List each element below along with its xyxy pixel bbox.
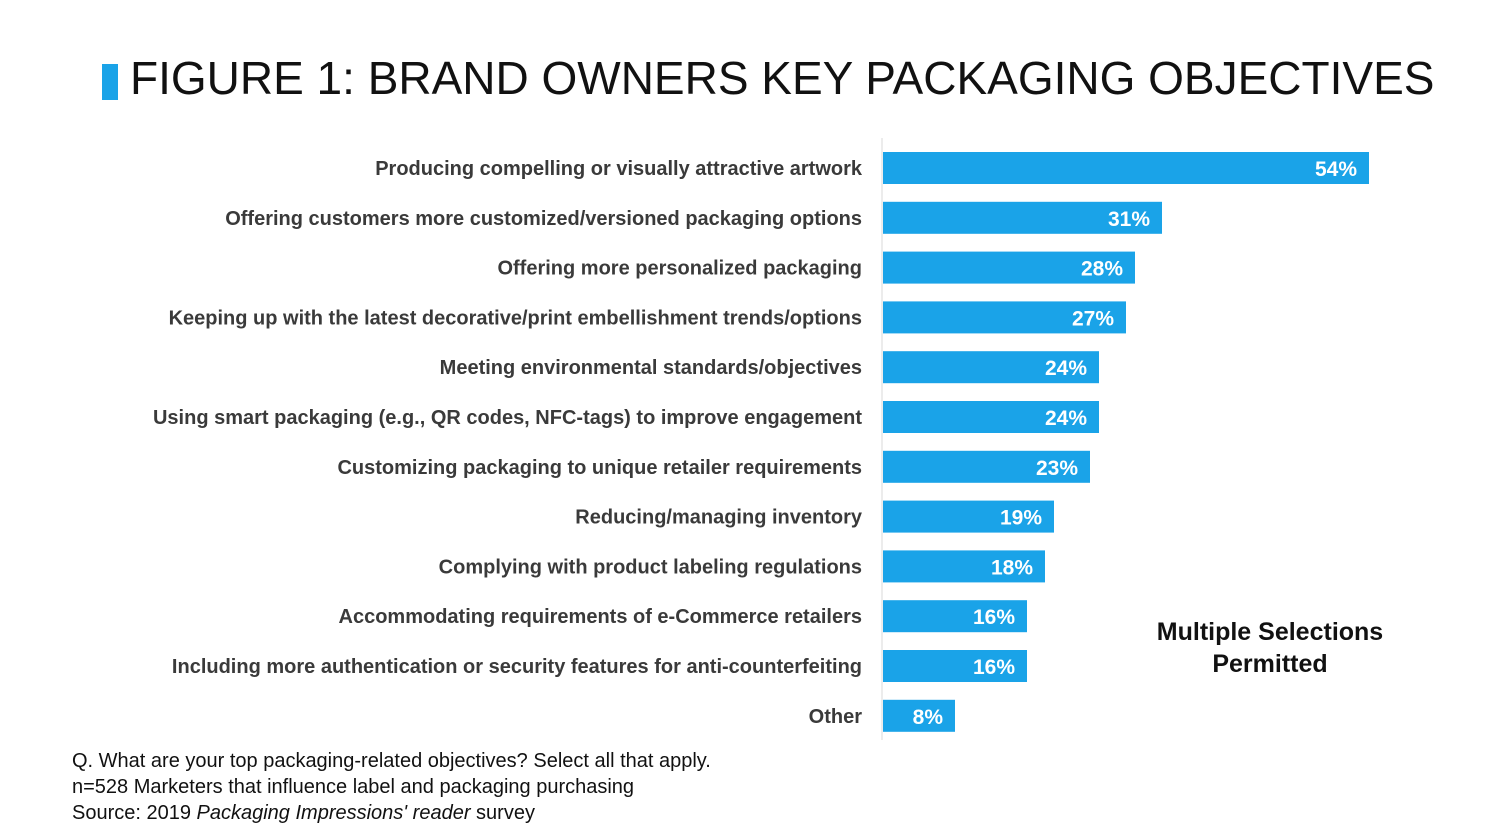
- bar: [883, 301, 1126, 334]
- category-label: Keeping up with the latest decorative/pr…: [169, 307, 862, 329]
- data-label: 8%: [913, 706, 944, 729]
- category-label: Other: [809, 706, 863, 728]
- data-label: 31%: [1108, 208, 1150, 231]
- data-label: 16%: [973, 606, 1015, 629]
- category-label: Offering customers more customized/versi…: [225, 208, 862, 230]
- category-label: Using smart packaging (e.g., QR codes, N…: [153, 407, 862, 429]
- survey-question: Q. What are your top packaging-related o…: [72, 750, 711, 772]
- note-line-1: Multiple Selections: [1156, 618, 1384, 646]
- bar: [883, 152, 1369, 184]
- bar-chart: Producing compelling or visually attract…: [153, 138, 1369, 740]
- bar: [883, 251, 1135, 284]
- source-line: Source: 2019 Packaging Impressions' read…: [72, 800, 972, 826]
- bar: [883, 550, 1045, 583]
- data-label: 54%: [1315, 158, 1357, 181]
- chart-footer: Q. What are your top packaging-related o…: [72, 748, 972, 826]
- title-marker: [102, 64, 118, 100]
- bar: [883, 500, 1054, 533]
- category-label: Including more authentication or securit…: [172, 656, 862, 678]
- data-label: 24%: [1045, 357, 1087, 380]
- source-suffix: survey: [470, 802, 535, 824]
- data-label: 16%: [973, 656, 1015, 679]
- data-label: 23%: [1036, 457, 1078, 480]
- sample-size: n=528 Marketers that influence label and…: [72, 776, 635, 798]
- bar: [883, 600, 1027, 633]
- category-label: Offering more personalized packaging: [497, 258, 862, 280]
- category-label: Reducing/managing inventory: [575, 507, 863, 529]
- data-label: 18%: [991, 556, 1033, 579]
- category-label: Complying with product labeling regulati…: [439, 556, 862, 578]
- data-label: 19%: [1000, 507, 1042, 530]
- source-publication: Packaging Impressions' reader: [196, 802, 471, 824]
- bar: [883, 699, 955, 732]
- bar: [883, 401, 1099, 433]
- data-label: 27%: [1072, 307, 1114, 330]
- bar: [883, 650, 1027, 682]
- bar: [883, 201, 1162, 234]
- category-label: Accommodating requirements of e-Commerce…: [339, 606, 863, 628]
- multiple-selections-note: Multiple Selections Permitted: [1120, 616, 1420, 680]
- bar: [883, 450, 1090, 483]
- bar: [883, 351, 1099, 384]
- data-label: 28%: [1081, 258, 1123, 281]
- note-line-2: Permitted: [1212, 650, 1328, 678]
- source-prefix: Source: 2019: [72, 802, 197, 824]
- category-label: Producing compelling or visually attract…: [375, 158, 863, 180]
- chart-title: FIGURE 1: BRAND OWNERS KEY PACKAGING OBJ…: [130, 52, 1435, 104]
- category-label: Customizing packaging to unique retailer…: [337, 457, 862, 479]
- category-label: Meeting environmental standards/objectiv…: [440, 357, 862, 379]
- title-block: FIGURE 1: BRAND OWNERS KEY PACKAGING OBJ…: [102, 50, 1497, 106]
- data-label: 24%: [1045, 407, 1087, 430]
